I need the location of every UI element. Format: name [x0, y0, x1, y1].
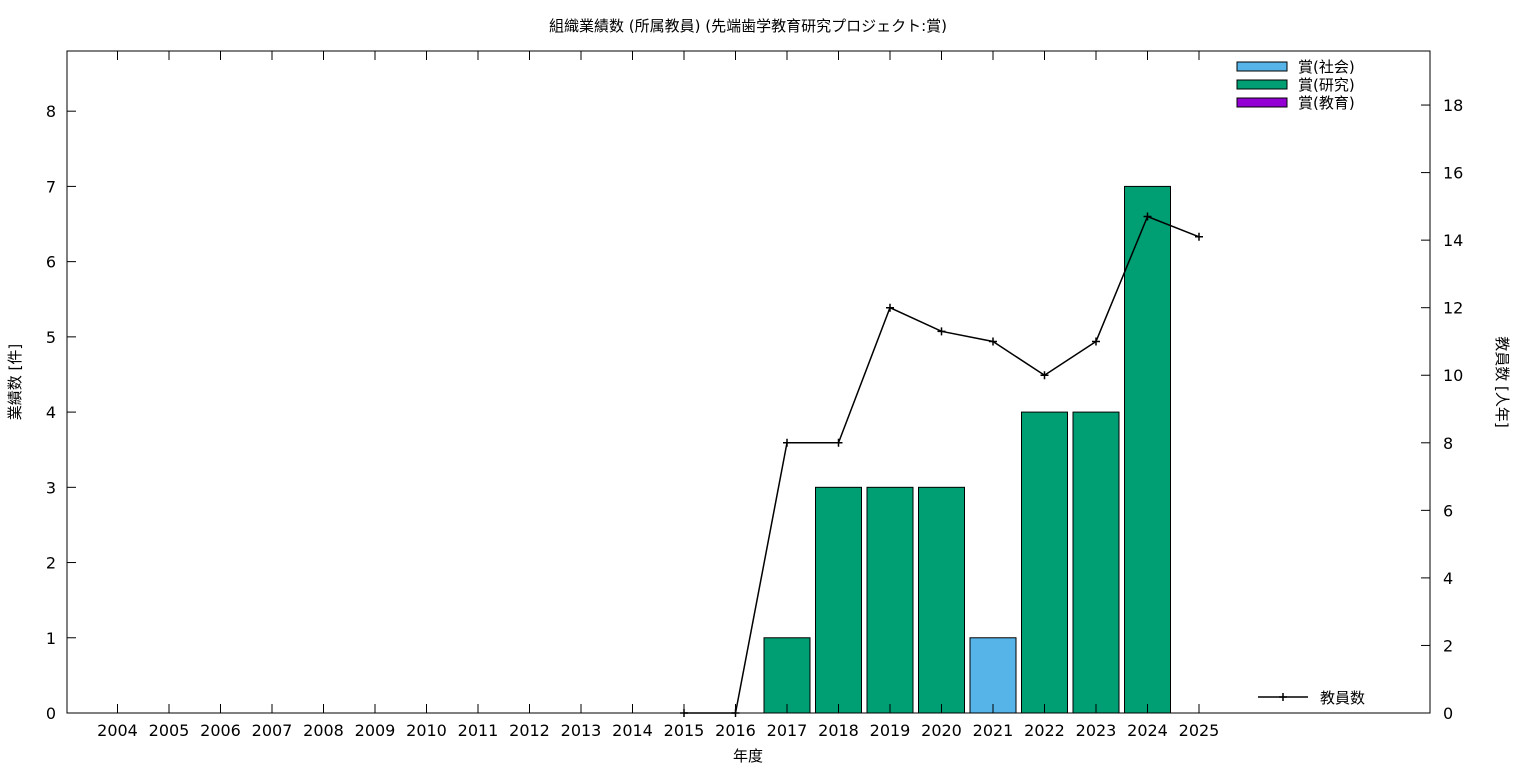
y2-tick-label-12: 12 — [1443, 299, 1463, 318]
chart-title: 組織業績数 (所属教員) (先端歯学教育研究プロジェクト:賞) — [549, 17, 947, 35]
line-point-2022 — [1040, 371, 1049, 380]
line-point-2017 — [783, 438, 791, 447]
line-point-2024 — [1143, 212, 1152, 221]
legend-swatch-0 — [1236, 61, 1288, 72]
line-point-2023 — [1092, 337, 1100, 346]
y2-axis-title: 教員数 [人年] — [1493, 336, 1511, 427]
x-tick-label-2023: 2023 — [1076, 721, 1117, 740]
bar-2018-series-1 — [815, 486, 862, 714]
x-tick-label-2017: 2017 — [767, 721, 808, 740]
line-point-2021 — [989, 337, 997, 346]
legend-swatch-2 — [1236, 97, 1288, 108]
y-tick-label-5: 5 — [46, 328, 56, 347]
bar-2022-series-1 — [1021, 411, 1068, 714]
line-point-2018 — [834, 438, 843, 447]
x-tick-label-2025: 2025 — [1179, 721, 1220, 740]
legend-label-1: 賞(研究) — [1298, 76, 1355, 94]
x-tick-label-2012: 2012 — [509, 721, 550, 740]
x-tick-label-2007: 2007 — [252, 721, 293, 740]
x-tick-label-2018: 2018 — [818, 721, 859, 740]
x-tick-label-2014: 2014 — [612, 721, 653, 740]
y2-tick-label-14: 14 — [1443, 231, 1463, 250]
bars-group — [763, 185, 1171, 714]
bar-2017-series-1 — [763, 637, 811, 714]
y-tick-label-6: 6 — [46, 253, 56, 272]
bar-2019-series-1 — [866, 486, 914, 714]
y2-tick-label-18: 18 — [1443, 96, 1463, 115]
y-axis-title: 業績数 [件] — [6, 344, 24, 420]
x-tick-label-2011: 2011 — [458, 721, 499, 740]
y-tick-label-7: 7 — [46, 177, 56, 196]
x-tick-label-2016: 2016 — [715, 721, 756, 740]
y2-tick-label-4: 4 — [1443, 569, 1453, 588]
bar-2023-series-1 — [1072, 411, 1120, 714]
y2-tick-label-10: 10 — [1443, 366, 1463, 385]
y-tick-label-1: 1 — [46, 629, 56, 648]
legend-label-0: 賞(社会) — [1298, 58, 1355, 76]
x-tick-label-2019: 2019 — [870, 721, 911, 740]
x-tick-label-2013: 2013 — [561, 721, 602, 740]
line-point-2019 — [886, 303, 894, 312]
x-tick-label-2009: 2009 — [355, 721, 396, 740]
x-tick-label-2024: 2024 — [1127, 721, 1168, 740]
bar-2024-series-1 — [1124, 185, 1171, 714]
legend-line-label: 教員数 — [1320, 689, 1365, 707]
plot-frame — [66, 50, 1431, 714]
x-tick-label-2010: 2010 — [406, 721, 447, 740]
bar-2021-series-0 — [969, 637, 1017, 714]
y-tick-label-2: 2 — [46, 554, 56, 573]
legend-line-marker — [1279, 693, 1287, 701]
bar-2020-series-1 — [918, 486, 965, 714]
legend-label-2: 賞(教育) — [1298, 94, 1355, 112]
y2-tick-label-16: 16 — [1443, 164, 1463, 183]
y-tick-label-4: 4 — [46, 403, 56, 422]
x-tick-label-2005: 2005 — [149, 721, 190, 740]
x-tick-label-2004: 2004 — [97, 721, 138, 740]
legend: 賞(社会)賞(研究)賞(教育) 教員数 — [1236, 58, 1365, 707]
y-tick-label-3: 3 — [46, 478, 56, 497]
y2-tick-label-0: 0 — [1443, 704, 1453, 723]
y-tick-label-8: 8 — [46, 102, 56, 121]
x-axis-title: 年度 — [733, 747, 763, 765]
x-tick-label-2006: 2006 — [200, 721, 241, 740]
y2-tick-label-8: 8 — [1443, 434, 1453, 453]
x-tick-label-2015: 2015 — [664, 721, 705, 740]
x-tick-label-2020: 2020 — [921, 721, 962, 740]
x-tick-label-2008: 2008 — [303, 721, 344, 740]
y-tick-label-0: 0 — [46, 704, 56, 723]
line-point-2020 — [937, 327, 946, 336]
legend-swatch-1 — [1236, 79, 1288, 90]
x-tick-label-2021: 2021 — [973, 721, 1014, 740]
x-tick-label-2022: 2022 — [1024, 721, 1065, 740]
y2-tick-label-6: 6 — [1443, 501, 1453, 520]
line-point-2025 — [1195, 232, 1203, 241]
y2-tick-label-2: 2 — [1443, 636, 1453, 655]
